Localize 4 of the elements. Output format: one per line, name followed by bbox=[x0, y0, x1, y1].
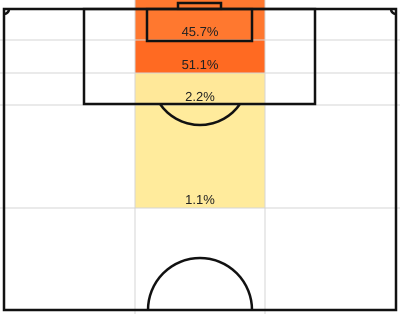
data-label: 45.7% bbox=[182, 24, 219, 39]
data-label: 1.1% bbox=[185, 192, 216, 207]
data-label: 51.1% bbox=[182, 57, 219, 72]
data-label: 2.2% bbox=[185, 89, 216, 104]
